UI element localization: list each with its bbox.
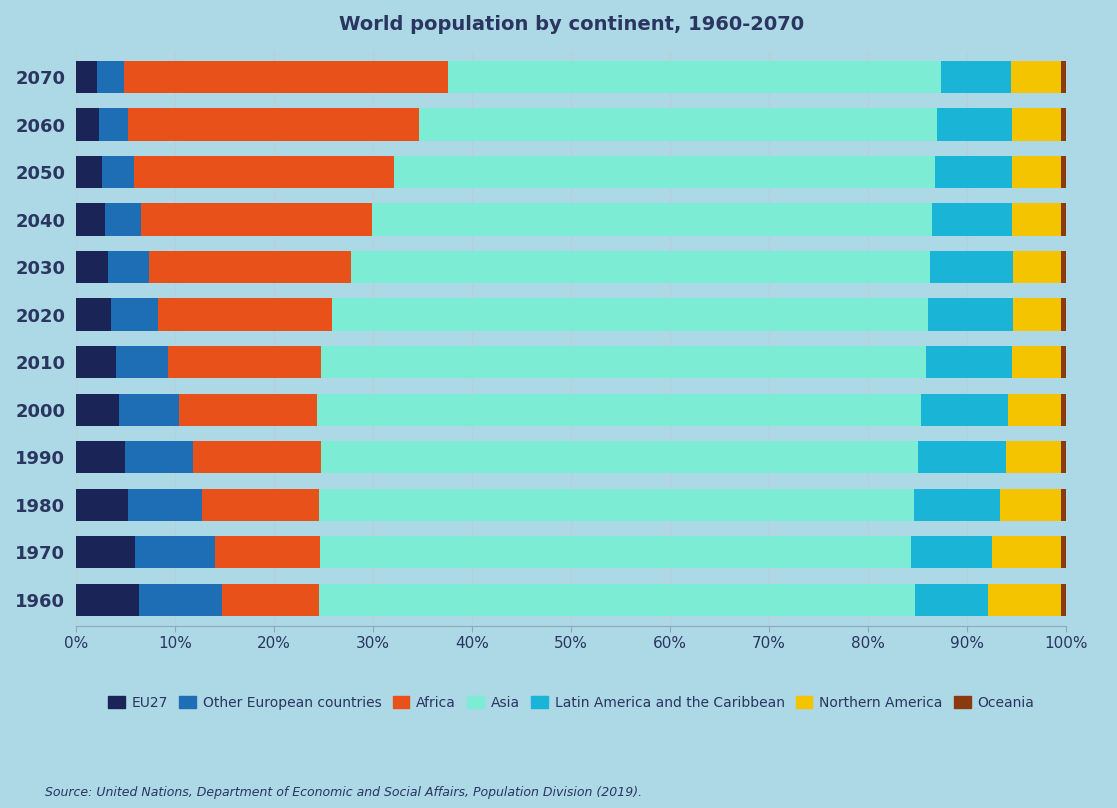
Bar [102, 156, 134, 188]
Bar [317, 393, 920, 426]
Title: World population by continent, 1960-2070: World population by continent, 1960-2070 [338, 15, 804, 34]
Bar [1012, 156, 1061, 188]
Bar [1061, 441, 1066, 473]
Bar [128, 489, 202, 521]
Bar [928, 298, 1013, 330]
Bar [1061, 393, 1066, 426]
Bar [910, 537, 992, 569]
Bar [214, 537, 319, 569]
Bar [76, 61, 97, 93]
Bar [169, 346, 321, 378]
Bar [915, 583, 989, 616]
Bar [926, 346, 1012, 378]
Bar [76, 108, 98, 141]
Bar [76, 346, 116, 378]
Bar [319, 537, 910, 569]
Bar [105, 204, 141, 236]
Bar [419, 108, 937, 141]
Bar [1061, 251, 1066, 284]
Bar [1013, 251, 1061, 284]
Bar [321, 441, 918, 473]
Bar [933, 204, 1012, 236]
Bar [124, 61, 448, 93]
Bar [937, 108, 1012, 141]
Bar [76, 583, 140, 616]
Bar [128, 108, 419, 141]
Bar [992, 537, 1061, 569]
Bar [1061, 298, 1066, 330]
Bar [76, 298, 112, 330]
Bar [76, 156, 102, 188]
Bar [1061, 537, 1066, 569]
Bar [989, 583, 1061, 616]
Bar [1061, 583, 1066, 616]
Bar [918, 441, 1006, 473]
Bar [1061, 156, 1066, 188]
Bar [76, 393, 120, 426]
Text: Source: United Nations, Department of Economic and Social Affairs, Population Di: Source: United Nations, Department of Ec… [45, 786, 642, 799]
Bar [202, 489, 319, 521]
Bar [332, 298, 928, 330]
Bar [179, 393, 317, 426]
Bar [319, 489, 914, 521]
Bar [920, 393, 1008, 426]
Bar [319, 583, 915, 616]
Bar [141, 204, 372, 236]
Legend: EU27, Other European countries, Africa, Asia, Latin America and the Caribbean, N: EU27, Other European countries, Africa, … [103, 691, 1040, 716]
Bar [120, 393, 179, 426]
Bar [222, 583, 319, 616]
Bar [1061, 61, 1066, 93]
Bar [76, 204, 105, 236]
Bar [942, 61, 1011, 93]
Bar [1011, 61, 1061, 93]
Bar [1012, 204, 1061, 236]
Bar [76, 489, 128, 521]
Bar [321, 346, 926, 378]
Bar [1013, 298, 1061, 330]
Bar [1061, 108, 1066, 141]
Bar [394, 156, 935, 188]
Bar [76, 537, 135, 569]
Bar [1006, 441, 1061, 473]
Bar [1000, 489, 1061, 521]
Bar [124, 441, 193, 473]
Bar [929, 251, 1013, 284]
Bar [140, 583, 222, 616]
Bar [1061, 489, 1066, 521]
Bar [98, 108, 128, 141]
Bar [193, 441, 321, 473]
Bar [914, 489, 1000, 521]
Bar [935, 156, 1012, 188]
Bar [116, 346, 169, 378]
Bar [135, 537, 214, 569]
Bar [76, 441, 124, 473]
Bar [448, 61, 942, 93]
Bar [97, 61, 124, 93]
Bar [1012, 346, 1061, 378]
Bar [76, 251, 107, 284]
Bar [134, 156, 394, 188]
Bar [351, 251, 929, 284]
Bar [112, 298, 157, 330]
Bar [157, 298, 332, 330]
Bar [107, 251, 149, 284]
Bar [1008, 393, 1061, 426]
Bar [1061, 204, 1066, 236]
Bar [1061, 346, 1066, 378]
Bar [1012, 108, 1061, 141]
Bar [149, 251, 351, 284]
Bar [372, 204, 933, 236]
